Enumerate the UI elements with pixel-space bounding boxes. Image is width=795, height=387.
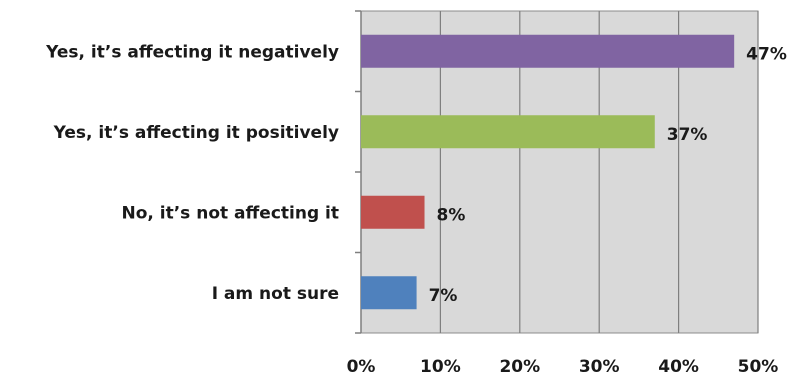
bar — [361, 115, 655, 149]
x-tick-label: 50% — [738, 357, 779, 377]
x-tick-label: 0% — [347, 357, 376, 377]
bar — [361, 276, 417, 310]
category-labels: Yes, it’s affecting it negatively Yes, it… — [45, 42, 339, 304]
y-axis-ticks — [355, 10, 361, 334]
x-tick-label: 30% — [579, 357, 620, 377]
x-tick-label: 20% — [499, 357, 540, 377]
bar — [361, 34, 735, 68]
data-label: 8% — [437, 205, 466, 225]
x-tick-label: 40% — [658, 357, 699, 377]
category-label: Yes, it’s affecting it negatively — [45, 42, 339, 62]
bar — [361, 195, 425, 229]
data-label: 37% — [667, 125, 708, 145]
data-label: 47% — [746, 44, 787, 64]
data-label: 7% — [429, 286, 458, 306]
data-labels: 47% 37% 8% 7% — [429, 44, 787, 306]
category-label: I am not sure — [212, 284, 339, 304]
category-label: No, it’s not affecting it — [121, 203, 339, 223]
x-axis-tick-labels: 0% 10% 20% 30% 40% 50% — [347, 357, 779, 377]
x-tick-label: 10% — [420, 357, 461, 377]
category-label: Yes, it’s affecting it positively — [53, 123, 339, 143]
bars — [361, 34, 735, 310]
